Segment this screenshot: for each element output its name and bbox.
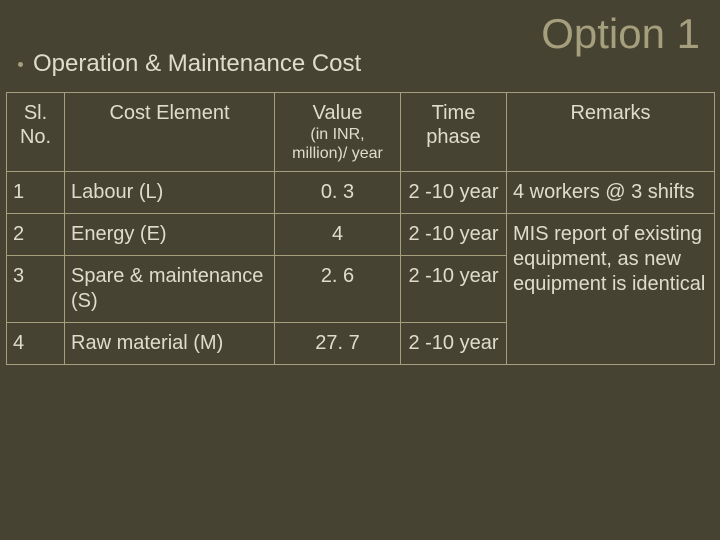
cell-time: 2 -10 year [401,256,507,323]
table-row: 1Labour (L)0. 32 -10 year4 workers @ 3 s… [7,172,715,214]
cell-value: 27. 7 [275,323,401,365]
col-header-value-main: Value [313,102,363,124]
col-header-element: Cost Element [65,93,275,172]
col-header-sl: Sl. No. [7,93,65,172]
cell-remark: MIS report of existing equipment, as new… [507,214,715,365]
table-header-row: Sl. No. Cost Element Value (in INR, mill… [7,93,715,172]
cell-sl: 1 [7,172,65,214]
cell-element: Labour (L) [65,172,275,214]
cell-sl: 2 [7,214,65,256]
cell-value: 4 [275,214,401,256]
col-header-value: Value (in INR, million)/ year [275,93,401,172]
col-header-time: Time phase [401,93,507,172]
cell-element: Raw material (M) [65,323,275,365]
cell-time: 2 -10 year [401,172,507,214]
slide-title: Option 1 [541,10,700,58]
cost-table: Sl. No. Cost Element Value (in INR, mill… [6,92,715,365]
subtitle-text: Operation & Maintenance Cost [33,50,361,78]
cell-value: 2. 6 [275,256,401,323]
col-header-value-sub: (in INR, million)/ year [281,125,394,163]
table-body: 1Labour (L)0. 32 -10 year4 workers @ 3 s… [7,172,715,365]
cell-element: Energy (E) [65,214,275,256]
cell-sl: 3 [7,256,65,323]
cell-element: Spare & maintenance (S) [65,256,275,323]
col-header-remarks: Remarks [507,93,715,172]
cost-table-container: Sl. No. Cost Element Value (in INR, mill… [6,92,714,365]
cell-time: 2 -10 year [401,323,507,365]
cell-sl: 4 [7,323,65,365]
slide-subtitle: Operation & Maintenance Cost [18,50,361,78]
bullet-icon [18,62,23,67]
cell-value: 0. 3 [275,172,401,214]
cell-time: 2 -10 year [401,214,507,256]
table-row: 2Energy (E)42 -10 yearMIS report of exis… [7,214,715,256]
cell-remark: 4 workers @ 3 shifts [507,172,715,214]
